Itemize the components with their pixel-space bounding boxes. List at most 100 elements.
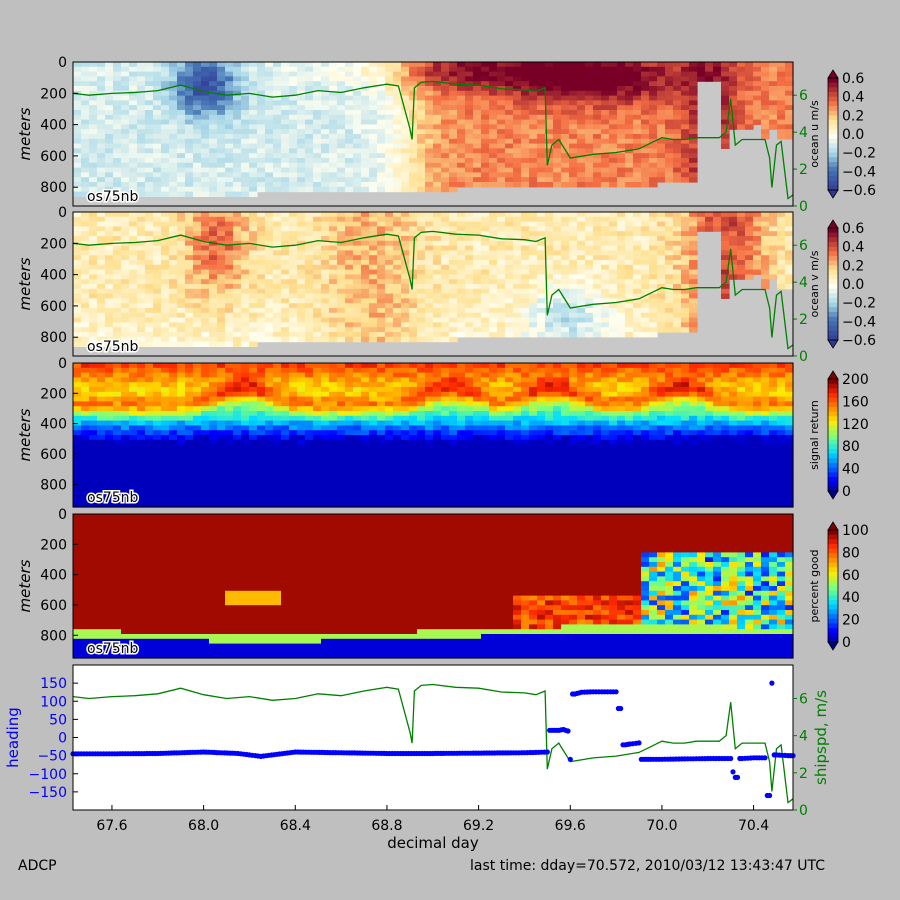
heatmap-cell — [393, 105, 402, 111]
heatmap-cell — [361, 236, 370, 242]
heatmap-cell — [217, 86, 226, 92]
heatmap-cell — [225, 76, 234, 82]
heatmap-cell — [513, 66, 522, 73]
heatmap-cell — [121, 468, 130, 474]
heatmap-cell — [177, 138, 186, 145]
heatmap-cell — [649, 240, 658, 247]
heatmap-cell — [457, 264, 466, 271]
heatmap-cell — [257, 124, 266, 130]
heatmap-cell — [489, 240, 498, 247]
heatmap-cell — [441, 86, 450, 92]
heatmap-cell — [113, 502, 122, 508]
heatmap-cell — [449, 236, 458, 242]
heatmap-cell — [553, 143, 562, 149]
heatmap-cell — [489, 245, 498, 251]
heatmap-cell — [609, 332, 618, 338]
heatmap-cell — [217, 298, 226, 304]
heatmap-cell — [657, 255, 666, 261]
heatmap-cell — [721, 119, 730, 125]
heatmap-cell — [161, 226, 170, 232]
heatmap-cell — [97, 153, 106, 159]
heatmap-cell — [433, 134, 442, 140]
heatmap-cell — [129, 134, 138, 140]
heatmap-cell — [313, 327, 322, 333]
heatmap-cell — [137, 497, 146, 503]
heatmap-cell — [561, 86, 570, 92]
heatmap-cell — [665, 90, 674, 97]
heatmap-cell — [369, 138, 378, 145]
heatmap-cell — [217, 191, 226, 197]
heatmap-cell — [105, 226, 114, 232]
heatmap-cell — [481, 172, 490, 178]
heatmap-cell — [209, 76, 218, 82]
heatmap-cell — [249, 226, 258, 232]
heatmap-cell — [473, 212, 482, 218]
heatmap-cell — [521, 269, 530, 275]
heatmap-cell — [233, 341, 242, 347]
heatmap-cell — [369, 129, 378, 135]
heatmap-cell — [121, 110, 130, 116]
heatmap-cell — [497, 226, 506, 232]
heatmap-cell — [673, 308, 682, 314]
heatmap-cell — [217, 124, 226, 130]
heatmap-cell — [153, 317, 162, 323]
heatmap-cell — [257, 177, 266, 183]
heatmap-cell — [625, 317, 634, 323]
heatmap-cell — [217, 293, 226, 299]
heatmap-cell — [665, 279, 674, 285]
heatmap-cell — [657, 124, 666, 130]
heatmap-cell — [121, 293, 130, 299]
heatmap-cell — [545, 216, 554, 223]
heatmap-cell — [241, 134, 250, 140]
heatmap-cell — [249, 76, 258, 82]
heatmap-cell — [121, 250, 130, 256]
heatmap-cell — [153, 327, 162, 333]
heatmap-cell — [609, 158, 618, 164]
heatmap-cell — [601, 158, 610, 164]
heatmap-cell — [305, 293, 314, 299]
heatmap-cell — [545, 260, 554, 266]
heatmap-cell — [457, 250, 466, 256]
heatmap-cell — [345, 264, 354, 271]
heatmap-cell — [281, 81, 290, 87]
heatmap-cell — [105, 411, 114, 417]
heatmap-cell — [593, 62, 602, 68]
heatmap-cell — [497, 95, 506, 101]
heatmap-cell — [153, 367, 162, 374]
heatmap-cell — [377, 312, 386, 319]
heatmap-cell — [233, 134, 242, 140]
heatmap-cell — [593, 322, 602, 328]
heatmap-cell — [345, 62, 354, 68]
heatmap-cell — [433, 216, 442, 223]
heatmap-cell — [113, 332, 122, 338]
heatmap-cell — [89, 167, 98, 173]
heatmap-cell — [489, 274, 498, 280]
heatmap-cell — [89, 420, 98, 426]
heatmap-cell — [409, 129, 418, 135]
heatmap-cell — [409, 312, 418, 319]
ocean-u-panel: 64200200400600800metersos75nb0.60.40.20.… — [16, 55, 876, 215]
heatmap-cell — [161, 293, 170, 299]
heatmap-cell — [361, 177, 370, 183]
heatmap-cell — [625, 76, 634, 82]
heatmap-cell — [329, 336, 338, 343]
heatmap-cell — [609, 182, 618, 188]
heatmap-cell — [177, 240, 186, 247]
heatmap-cell — [537, 124, 546, 130]
heatmap-cell — [553, 129, 562, 135]
heatmap-cell — [633, 182, 642, 188]
colorbar-segment — [828, 312, 838, 318]
heatmap-cell — [169, 62, 178, 68]
heatmap-cell — [321, 138, 330, 145]
heatmap-cell — [625, 153, 634, 159]
heatmap-cell — [521, 119, 530, 125]
heatmap-cell — [537, 95, 546, 101]
heatmap-cell — [153, 279, 162, 285]
heatmap-cell — [649, 236, 658, 242]
heatmap-cell — [377, 216, 386, 223]
heatmap-cell — [113, 167, 122, 173]
heatmap-cell — [129, 260, 138, 266]
heatmap-cell — [89, 459, 98, 465]
heatmap-cell — [361, 240, 370, 247]
right-axis-tick-label: 4 — [799, 275, 808, 291]
